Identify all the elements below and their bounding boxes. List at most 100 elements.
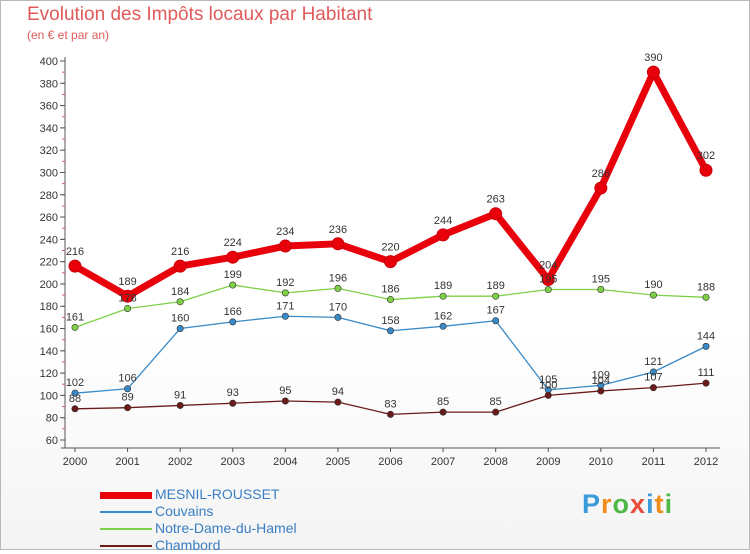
x-tick-label: 2009 (536, 456, 560, 468)
data-label: 109 (592, 369, 610, 381)
data-point (386, 410, 394, 418)
data-point (281, 289, 289, 297)
data-label: 189 (434, 280, 452, 292)
data-label: 166 (224, 306, 242, 318)
legend-label: Couvains (155, 503, 214, 519)
data-label: 144 (697, 330, 715, 342)
data-label: 216 (171, 246, 189, 258)
x-tick-label: 2000 (63, 456, 87, 468)
data-label: 85 (437, 396, 449, 408)
data-point (229, 281, 237, 289)
data-label: 170 (329, 301, 347, 313)
legend-item: Notre-Dame-du-Hamel (100, 520, 360, 537)
x-tick-label: 2001 (115, 456, 139, 468)
data-point (278, 239, 292, 253)
data-point (176, 401, 184, 409)
legend-label: Chambord (155, 537, 221, 553)
data-label: 204 (539, 259, 557, 271)
data-label: 162 (434, 310, 452, 322)
chart-title: Evolution des Impôts locaux par Habitant (27, 4, 373, 25)
data-label: 178 (118, 292, 136, 304)
data-label: 158 (381, 315, 399, 327)
data-label: 89 (121, 392, 133, 404)
y-tick-label: 120 (40, 368, 58, 380)
data-point (594, 181, 608, 195)
data-point (124, 404, 132, 412)
data-point (281, 312, 289, 320)
data-point (439, 322, 447, 330)
data-label: 190 (644, 279, 662, 291)
x-tick-label: 2007 (431, 456, 455, 468)
data-label: 189 (486, 280, 504, 292)
data-point (702, 293, 710, 301)
data-point (702, 342, 710, 350)
data-label: 184 (171, 286, 189, 298)
data-point (71, 389, 79, 397)
y-tick-label: 260 (40, 212, 58, 224)
data-label: 106 (118, 373, 136, 385)
data-point (331, 237, 345, 251)
data-point (649, 291, 657, 299)
data-point (176, 325, 184, 333)
x-tick-label: 2004 (273, 456, 297, 468)
data-point (226, 250, 240, 264)
legend-item: Chambord (100, 537, 360, 554)
data-label: 105 (539, 374, 557, 386)
data-label: 216 (66, 246, 84, 258)
data-point (173, 259, 187, 273)
x-tick-label: 2010 (589, 456, 613, 468)
data-label: 88 (69, 393, 81, 405)
y-tick-label: 200 (40, 279, 58, 291)
data-point (649, 384, 657, 392)
legend-swatch (100, 544, 152, 547)
data-point (541, 272, 555, 286)
y-tick-label: 320 (40, 145, 58, 157)
x-tick-label: 2008 (483, 456, 507, 468)
x-tick-label: 2003 (221, 456, 245, 468)
logo-letter: i (664, 489, 674, 519)
x-tick-label: 2002 (168, 456, 192, 468)
data-label: 390 (644, 52, 662, 64)
data-label: 236 (329, 224, 347, 236)
legend-label: MESNIL-ROUSSET (155, 486, 280, 502)
data-label: 196 (329, 272, 347, 284)
data-label: 104 (592, 375, 610, 387)
legend-item: MESNIL-ROUSSET (100, 486, 360, 503)
y-tick-label: 140 (40, 346, 58, 358)
y-tick-label: 400 (40, 56, 58, 68)
x-tick-label: 2011 (642, 456, 666, 468)
legend-swatch (100, 527, 152, 530)
legend-swatch (100, 510, 152, 513)
data-label: 220 (381, 242, 399, 254)
data-label: 111 (698, 367, 715, 379)
data-label: 160 (171, 313, 189, 325)
data-point (334, 284, 342, 292)
logo-letter: i (646, 489, 655, 519)
data-label: 121 (644, 356, 662, 368)
x-tick-label: 2006 (378, 456, 402, 468)
y-tick-label: 160 (40, 324, 58, 336)
data-point (646, 65, 660, 79)
proxiti-logo: Proxiti (582, 489, 673, 520)
data-point (71, 323, 79, 331)
data-point (176, 298, 184, 306)
x-tick-label: 2012 (694, 456, 718, 468)
data-point (334, 398, 342, 406)
y-tick-label: 100 (40, 390, 58, 402)
y-tick-label: 80 (46, 413, 58, 425)
data-label: 100 (539, 379, 557, 391)
data-label: 171 (276, 300, 294, 312)
data-point (386, 327, 394, 335)
data-point (436, 228, 450, 242)
data-point (384, 255, 397, 269)
data-point (68, 259, 82, 273)
y-tick-label: 340 (40, 123, 58, 135)
chart-legend: MESNIL-ROUSSET Couvains Notre-Dame-du-Hame… (100, 486, 360, 554)
data-label: 224 (224, 237, 242, 249)
data-point (489, 207, 503, 221)
data-point (71, 405, 79, 413)
legend-item: Couvains (100, 503, 360, 520)
data-label: 199 (224, 269, 242, 281)
data-point (439, 292, 447, 300)
